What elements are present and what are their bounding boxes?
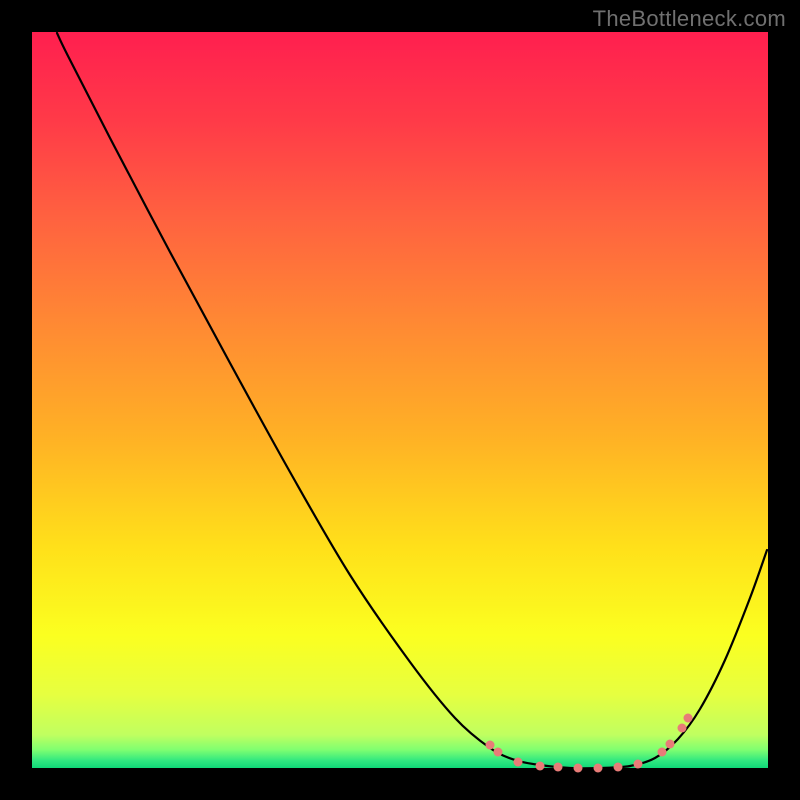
curve-marker	[536, 762, 545, 771]
curve-marker	[574, 764, 583, 773]
curve-marker	[594, 764, 603, 773]
watermark-text: TheBottleneck.com	[593, 6, 786, 32]
curve-marker	[684, 714, 693, 723]
gradient-background	[32, 32, 768, 768]
chart-container: TheBottleneck.com	[0, 0, 800, 800]
curve-marker	[658, 748, 667, 757]
curve-marker	[614, 763, 623, 772]
curve-marker	[554, 763, 563, 772]
curve-marker	[514, 758, 523, 767]
curve-marker	[666, 740, 675, 749]
curve-marker	[494, 748, 503, 757]
curve-marker	[634, 760, 643, 769]
bottleneck-chart	[0, 0, 800, 800]
curve-marker	[678, 724, 687, 733]
curve-marker	[486, 741, 495, 750]
